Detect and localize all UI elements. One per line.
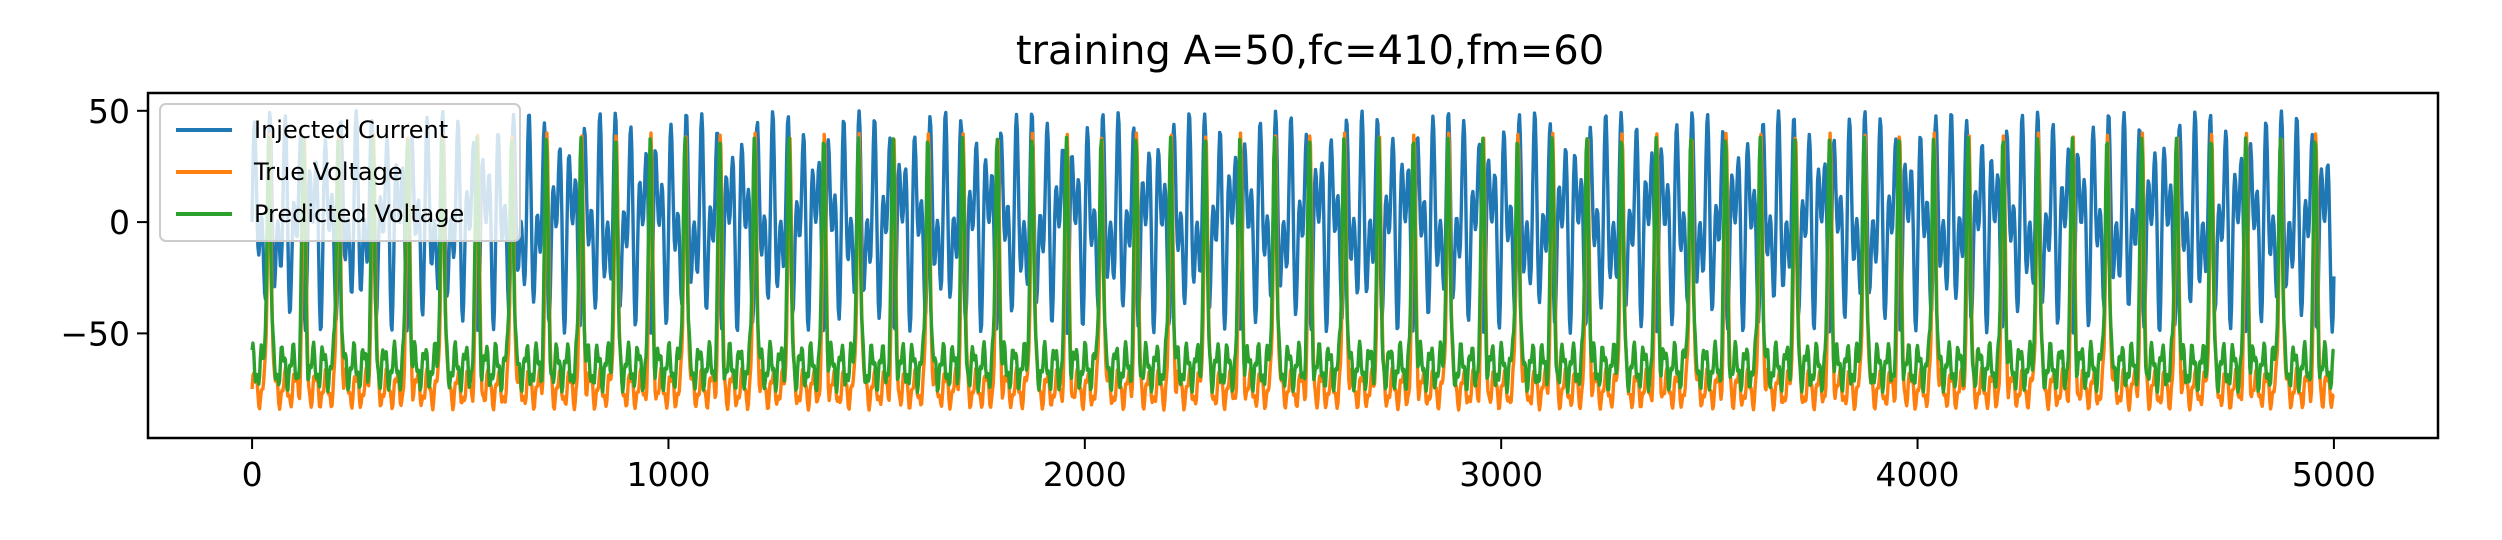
series-injected-current-line — [250, 109, 2336, 335]
x-axis: 0 1000 2000 3000 4000 5000 — [242, 438, 2376, 494]
legend-label: True Voltage — [253, 158, 403, 186]
x-tick-label: 5000 — [2292, 455, 2376, 494]
x-tick-label: 0 — [242, 455, 263, 494]
legend: Injected Current True Voltage Predicted Vo… — [159, 103, 521, 242]
y-tick-label: 0 — [109, 203, 130, 242]
y-axis: 50 0 −50 — [60, 92, 148, 353]
x-tick-label: 4000 — [1876, 455, 1960, 494]
legend-label: Predicted Voltage — [254, 200, 464, 228]
y-tick-label: −50 — [60, 314, 130, 353]
legend-label: Injected Current — [254, 116, 448, 144]
x-tick-label: 3000 — [1459, 455, 1543, 494]
series-predicted-voltage-line — [250, 135, 2335, 394]
plot-area — [146, 91, 2440, 440]
x-tick-label: 1000 — [626, 455, 710, 494]
y-tick-label: 50 — [88, 92, 130, 131]
chart-title: training A=50,fc=410,fm=60 — [1016, 28, 1604, 74]
plot-frame — [146, 91, 2440, 440]
x-tick-label: 2000 — [1043, 455, 1127, 494]
legend-frame — [159, 103, 521, 242]
